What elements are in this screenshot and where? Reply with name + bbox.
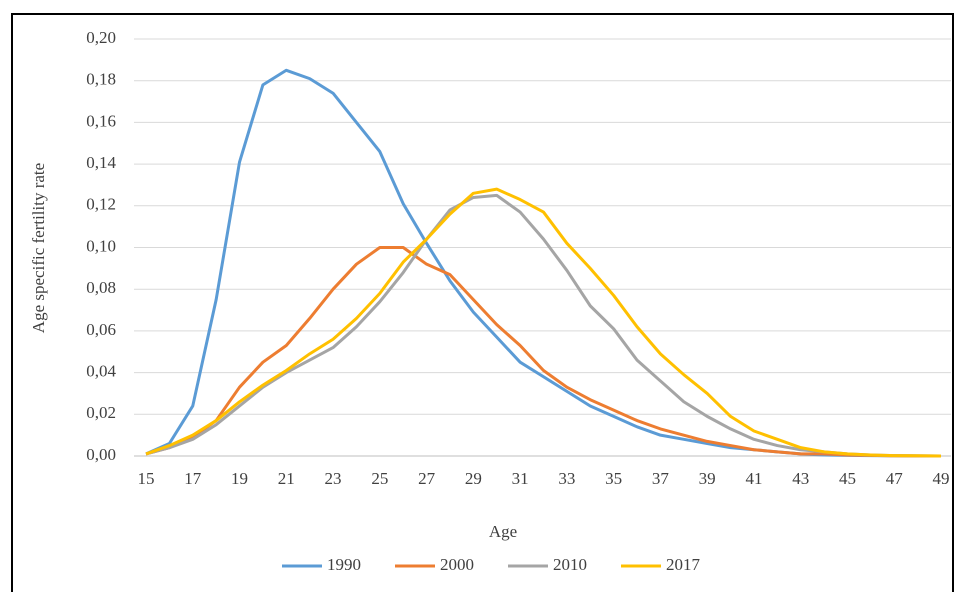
- y-tick-label: 0,10: [86, 236, 116, 255]
- y-tick-label: 0,12: [86, 195, 116, 214]
- x-tick-label: 21: [278, 469, 295, 488]
- x-tick-label: 31: [512, 469, 529, 488]
- x-tick-label: 17: [184, 469, 202, 488]
- y-tick-label: 0,00: [86, 445, 116, 464]
- x-tick-label: 27: [418, 469, 436, 488]
- legend-label: 2010: [553, 555, 587, 574]
- x-tick-label: 47: [886, 469, 904, 488]
- x-tick-label: 29: [465, 469, 482, 488]
- frame: [11, 13, 954, 592]
- y-tick-label: 0,04: [86, 362, 116, 381]
- y-tick-label: 0,18: [86, 70, 116, 89]
- legend-label: 2000: [440, 555, 474, 574]
- y-tick-label: 0,14: [86, 153, 116, 172]
- x-axis-title: Age: [489, 522, 517, 541]
- series-line: [145, 193, 942, 458]
- x-tick-label: 49: [933, 469, 950, 488]
- x-tick-label: 15: [138, 469, 155, 488]
- x-tick-label: 19: [231, 469, 248, 488]
- series-line: [145, 246, 941, 458]
- x-tick-label: 45: [839, 469, 856, 488]
- x-tick-label: 25: [371, 469, 388, 488]
- series-line: [145, 187, 942, 458]
- y-tick-label: 0,20: [86, 28, 116, 47]
- y-tick-label: 0,02: [86, 403, 116, 422]
- y-axis-title: Age specific fertility rate: [29, 163, 48, 333]
- x-tick-label: 39: [699, 469, 716, 488]
- x-tick-label: 23: [325, 469, 342, 488]
- x-tick-label: 35: [605, 469, 622, 488]
- y-tick-label: 0,16: [86, 111, 116, 130]
- legend-label: 1990: [327, 555, 361, 574]
- x-tick-label: 33: [558, 469, 575, 488]
- x-tick-label: 37: [652, 469, 670, 488]
- x-tick-label: 41: [745, 469, 762, 488]
- y-tick-label: 0,06: [86, 320, 116, 339]
- series-line: [145, 68, 941, 458]
- legend-label: 2017: [666, 555, 701, 574]
- x-tick-label: 43: [792, 469, 809, 488]
- y-tick-label: 0,08: [86, 278, 116, 297]
